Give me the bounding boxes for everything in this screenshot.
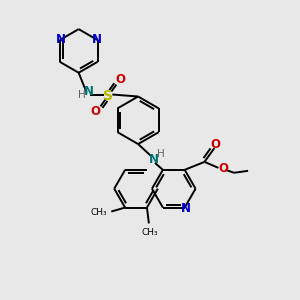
Text: O: O [218,162,228,175]
Text: S: S [103,88,113,103]
Text: CH₃: CH₃ [91,208,107,217]
Text: O: O [115,73,125,86]
Text: N: N [56,33,66,46]
Text: CH₃: CH₃ [142,228,158,237]
Text: H: H [78,89,86,100]
Text: H: H [157,149,165,159]
Text: N: N [149,153,159,167]
Text: N: N [92,33,102,46]
Text: O: O [91,105,100,118]
Text: N: N [181,202,191,215]
Text: O: O [210,138,220,151]
Text: N: N [84,85,94,98]
